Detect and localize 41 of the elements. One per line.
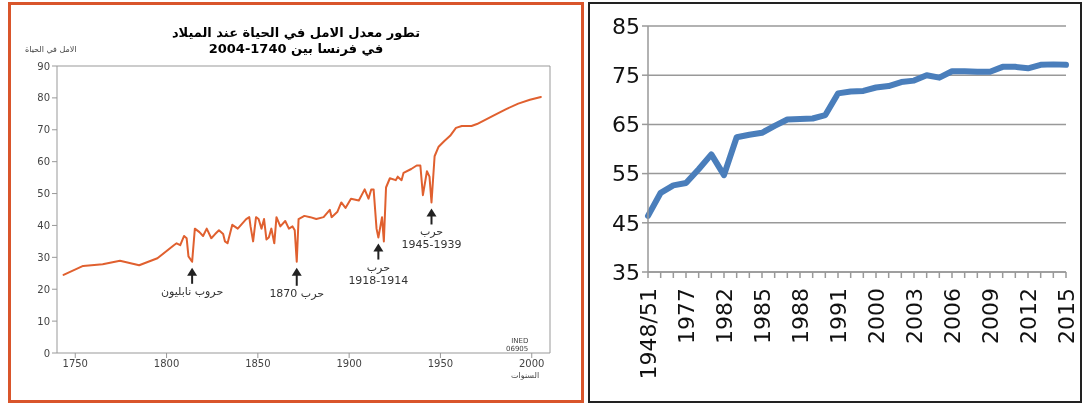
- y-tick-label: 75: [612, 63, 640, 89]
- x-tick-label: 2000: [519, 358, 545, 370]
- y-tick-label: 85: [612, 13, 640, 39]
- y-tick-label: 50: [37, 188, 50, 200]
- x-tick-label: 2015: [1053, 288, 1079, 344]
- chart-subtitle: في فرنسا بين 1740-2004: [208, 41, 384, 56]
- x-tick-label: 1982: [711, 288, 737, 344]
- y-tick-label: 10: [37, 315, 50, 327]
- x-tick-label: 2012: [1015, 288, 1041, 344]
- y-tick-label: 30: [37, 251, 50, 263]
- x-tick-label: 2003: [901, 288, 927, 344]
- y-tick-label: 20: [37, 283, 50, 295]
- chart-title: تطور معدل الامل في الحياة عند الميلاد: [170, 25, 422, 40]
- y-tick-label: 80: [37, 92, 50, 104]
- x-tick-label: 2006: [939, 288, 965, 344]
- annotation: حروب نابليون: [161, 284, 224, 298]
- x-tick-label: 1900: [336, 358, 362, 370]
- x-tick-label: 1988: [787, 288, 813, 344]
- y-tick-label: 55: [612, 161, 640, 187]
- y-tick-label: 45: [612, 210, 640, 236]
- y-tick-label: 0: [43, 347, 50, 359]
- y-tick-label: 90: [37, 60, 50, 72]
- y-tick-label: 40: [37, 219, 50, 231]
- x-tick-label: 1800: [153, 358, 180, 370]
- y-tick-label: 70: [37, 124, 50, 136]
- x-tick-label: 2009: [977, 288, 1003, 344]
- x-tick-label: 1991: [825, 288, 851, 344]
- x-tick-label: 1750: [62, 358, 88, 370]
- x-tick-label: 1977: [673, 288, 699, 344]
- x-tick-label: 1948/51: [635, 288, 661, 380]
- x-tick-label: 1985: [749, 288, 775, 344]
- x-axis-title: السنوات: [511, 371, 540, 380]
- x-tick-label: 1950: [427, 358, 454, 370]
- y-axis-title: الامل في الحياة: [25, 45, 77, 54]
- x-tick-label: 2000: [863, 288, 889, 344]
- line-series: [62, 95, 542, 276]
- y-tick-label: 60: [37, 156, 50, 168]
- x-tick-label: 1850: [245, 358, 271, 370]
- annotation: حرب 1870: [269, 286, 325, 300]
- y-tick-label: 65: [612, 112, 640, 138]
- y-tick-label: 35: [612, 259, 640, 285]
